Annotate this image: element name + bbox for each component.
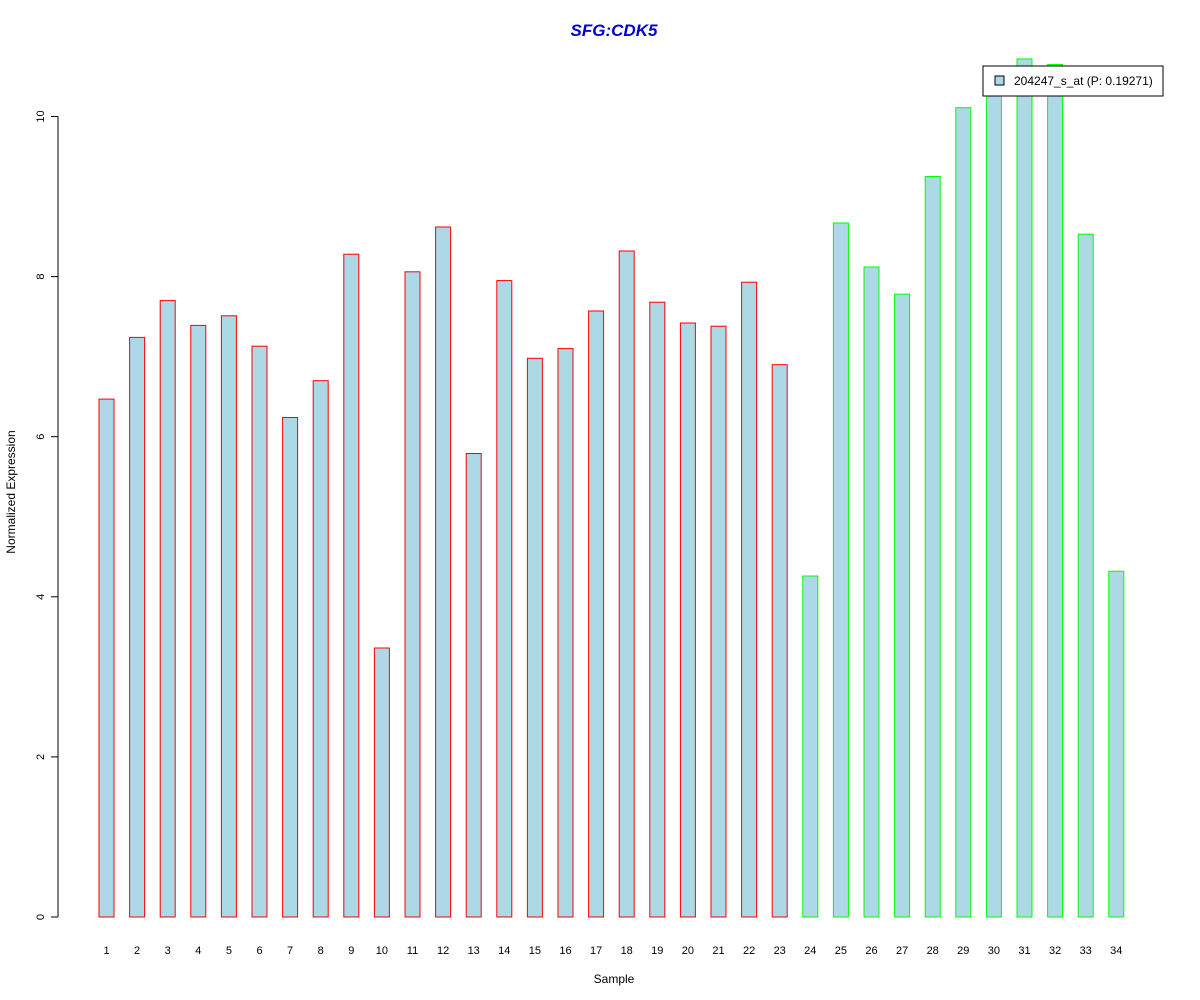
x-tick-label: 22 — [743, 945, 755, 957]
bar-sample-31 — [1016, 58, 1033, 918]
bar-sample-16 — [557, 348, 574, 918]
bar-sample-12 — [435, 226, 452, 918]
x-tick-label: 21 — [712, 945, 724, 957]
x-tick-label: 25 — [835, 945, 847, 957]
bar-sample-14 — [496, 280, 513, 918]
x-tick-label: 16 — [559, 945, 571, 957]
x-tick-label: 9 — [348, 945, 354, 957]
bar-sample-6 — [251, 345, 268, 918]
x-tick-label: 1 — [103, 945, 109, 957]
legend-swatch — [994, 75, 1005, 86]
x-tick-label: 8 — [318, 945, 324, 957]
bar-sample-30 — [985, 75, 1002, 918]
chart-title: SFG:CDK5 — [571, 21, 658, 40]
bar-sample-22 — [741, 281, 758, 918]
x-tick-label: 7 — [287, 945, 293, 957]
bar-sample-26 — [863, 266, 880, 918]
x-tick-label: 19 — [651, 945, 663, 957]
bar-sample-34 — [1108, 570, 1125, 918]
x-tick-label: 4 — [195, 945, 201, 957]
bar-sample-10 — [373, 647, 390, 918]
bar-sample-7 — [282, 417, 299, 918]
x-tick-label: 26 — [865, 945, 877, 957]
x-tick-label: 12 — [437, 945, 449, 957]
x-tick-label: 11 — [407, 945, 418, 957]
y-axis: 0 2 4 6 8 10 — [35, 110, 59, 920]
x-tick-label: 23 — [774, 945, 786, 957]
bar-sample-20 — [679, 322, 696, 918]
bar-sample-5 — [220, 315, 237, 918]
x-axis-title: Sample — [594, 972, 635, 986]
bar-sample-28 — [924, 176, 941, 918]
x-tick-label: 32 — [1049, 945, 1061, 957]
x-tick-label: 5 — [226, 945, 232, 957]
x-tick-label: 33 — [1080, 945, 1092, 957]
bar-sample-24 — [802, 575, 819, 918]
x-tick-label: 34 — [1110, 945, 1122, 957]
bar-sample-3 — [159, 300, 176, 918]
x-tick-label: 27 — [896, 945, 908, 957]
y-tick-label: 2 — [35, 754, 47, 760]
legend: 204247_s_at (P: 0.19271) — [982, 65, 1164, 97]
x-tick-label: 15 — [529, 945, 541, 957]
bar-sample-15 — [526, 357, 543, 918]
x-tick-label: 31 — [1018, 945, 1030, 957]
x-tick-label: 28 — [927, 945, 939, 957]
bar-sample-27 — [894, 293, 911, 918]
bar-sample-33 — [1077, 233, 1094, 918]
bar-sample-29 — [955, 107, 972, 918]
bar-sample-11 — [404, 271, 421, 918]
bar-sample-1 — [98, 398, 115, 918]
x-tick-label: 17 — [590, 945, 602, 957]
x-tick-label: 20 — [682, 945, 694, 957]
bar-sample-2 — [129, 336, 146, 918]
y-axis-title: Normalized Expression — [4, 430, 18, 553]
x-tick-label: 2 — [134, 945, 140, 957]
bar-sample-21 — [710, 325, 727, 918]
bar-sample-19 — [649, 301, 666, 918]
bar-sample-17 — [588, 310, 605, 918]
x-tick-label: 30 — [988, 945, 1000, 957]
bar-sample-32 — [1047, 64, 1064, 918]
bar-sample-9 — [343, 253, 360, 918]
y-tick-label: 10 — [35, 110, 47, 122]
x-tick-labels: 1 2 3 4 5 6 7 8 9 10 11 12 13 14 15 16 17 18 19 20 21 22 23 24 2… — [103, 945, 1122, 957]
x-tick-label: 29 — [957, 945, 969, 957]
bar-sample-13 — [465, 453, 482, 918]
y-tick-label: 8 — [35, 274, 47, 280]
legend-box — [982, 65, 1164, 97]
bar-sample-4 — [190, 324, 207, 918]
x-tick-label: 24 — [804, 945, 816, 957]
y-tick-label: 6 — [35, 434, 47, 440]
bar-sample-23 — [771, 364, 788, 918]
x-tick-label: 18 — [621, 945, 633, 957]
y-tick-label: 4 — [35, 594, 47, 600]
bar-sample-8 — [312, 380, 329, 918]
x-tick-label: 3 — [165, 945, 171, 957]
bar-sample-25 — [832, 222, 849, 918]
x-tick-label: 6 — [256, 945, 262, 957]
legend-label: 204247_s_at (P: 0.19271) — [1014, 74, 1153, 88]
x-tick-label: 14 — [498, 945, 510, 957]
x-tick-label: 10 — [376, 945, 388, 957]
y-tick-label: 0 — [35, 914, 47, 920]
bar-sample-18 — [618, 250, 635, 918]
bars — [98, 58, 1125, 918]
x-tick-label: 13 — [468, 945, 480, 957]
